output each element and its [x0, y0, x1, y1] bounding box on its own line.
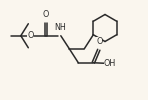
Text: O: O [43, 10, 49, 19]
Text: NH: NH [54, 23, 66, 32]
Text: O: O [96, 37, 103, 46]
Text: O: O [27, 31, 33, 40]
Text: OH: OH [104, 59, 116, 68]
